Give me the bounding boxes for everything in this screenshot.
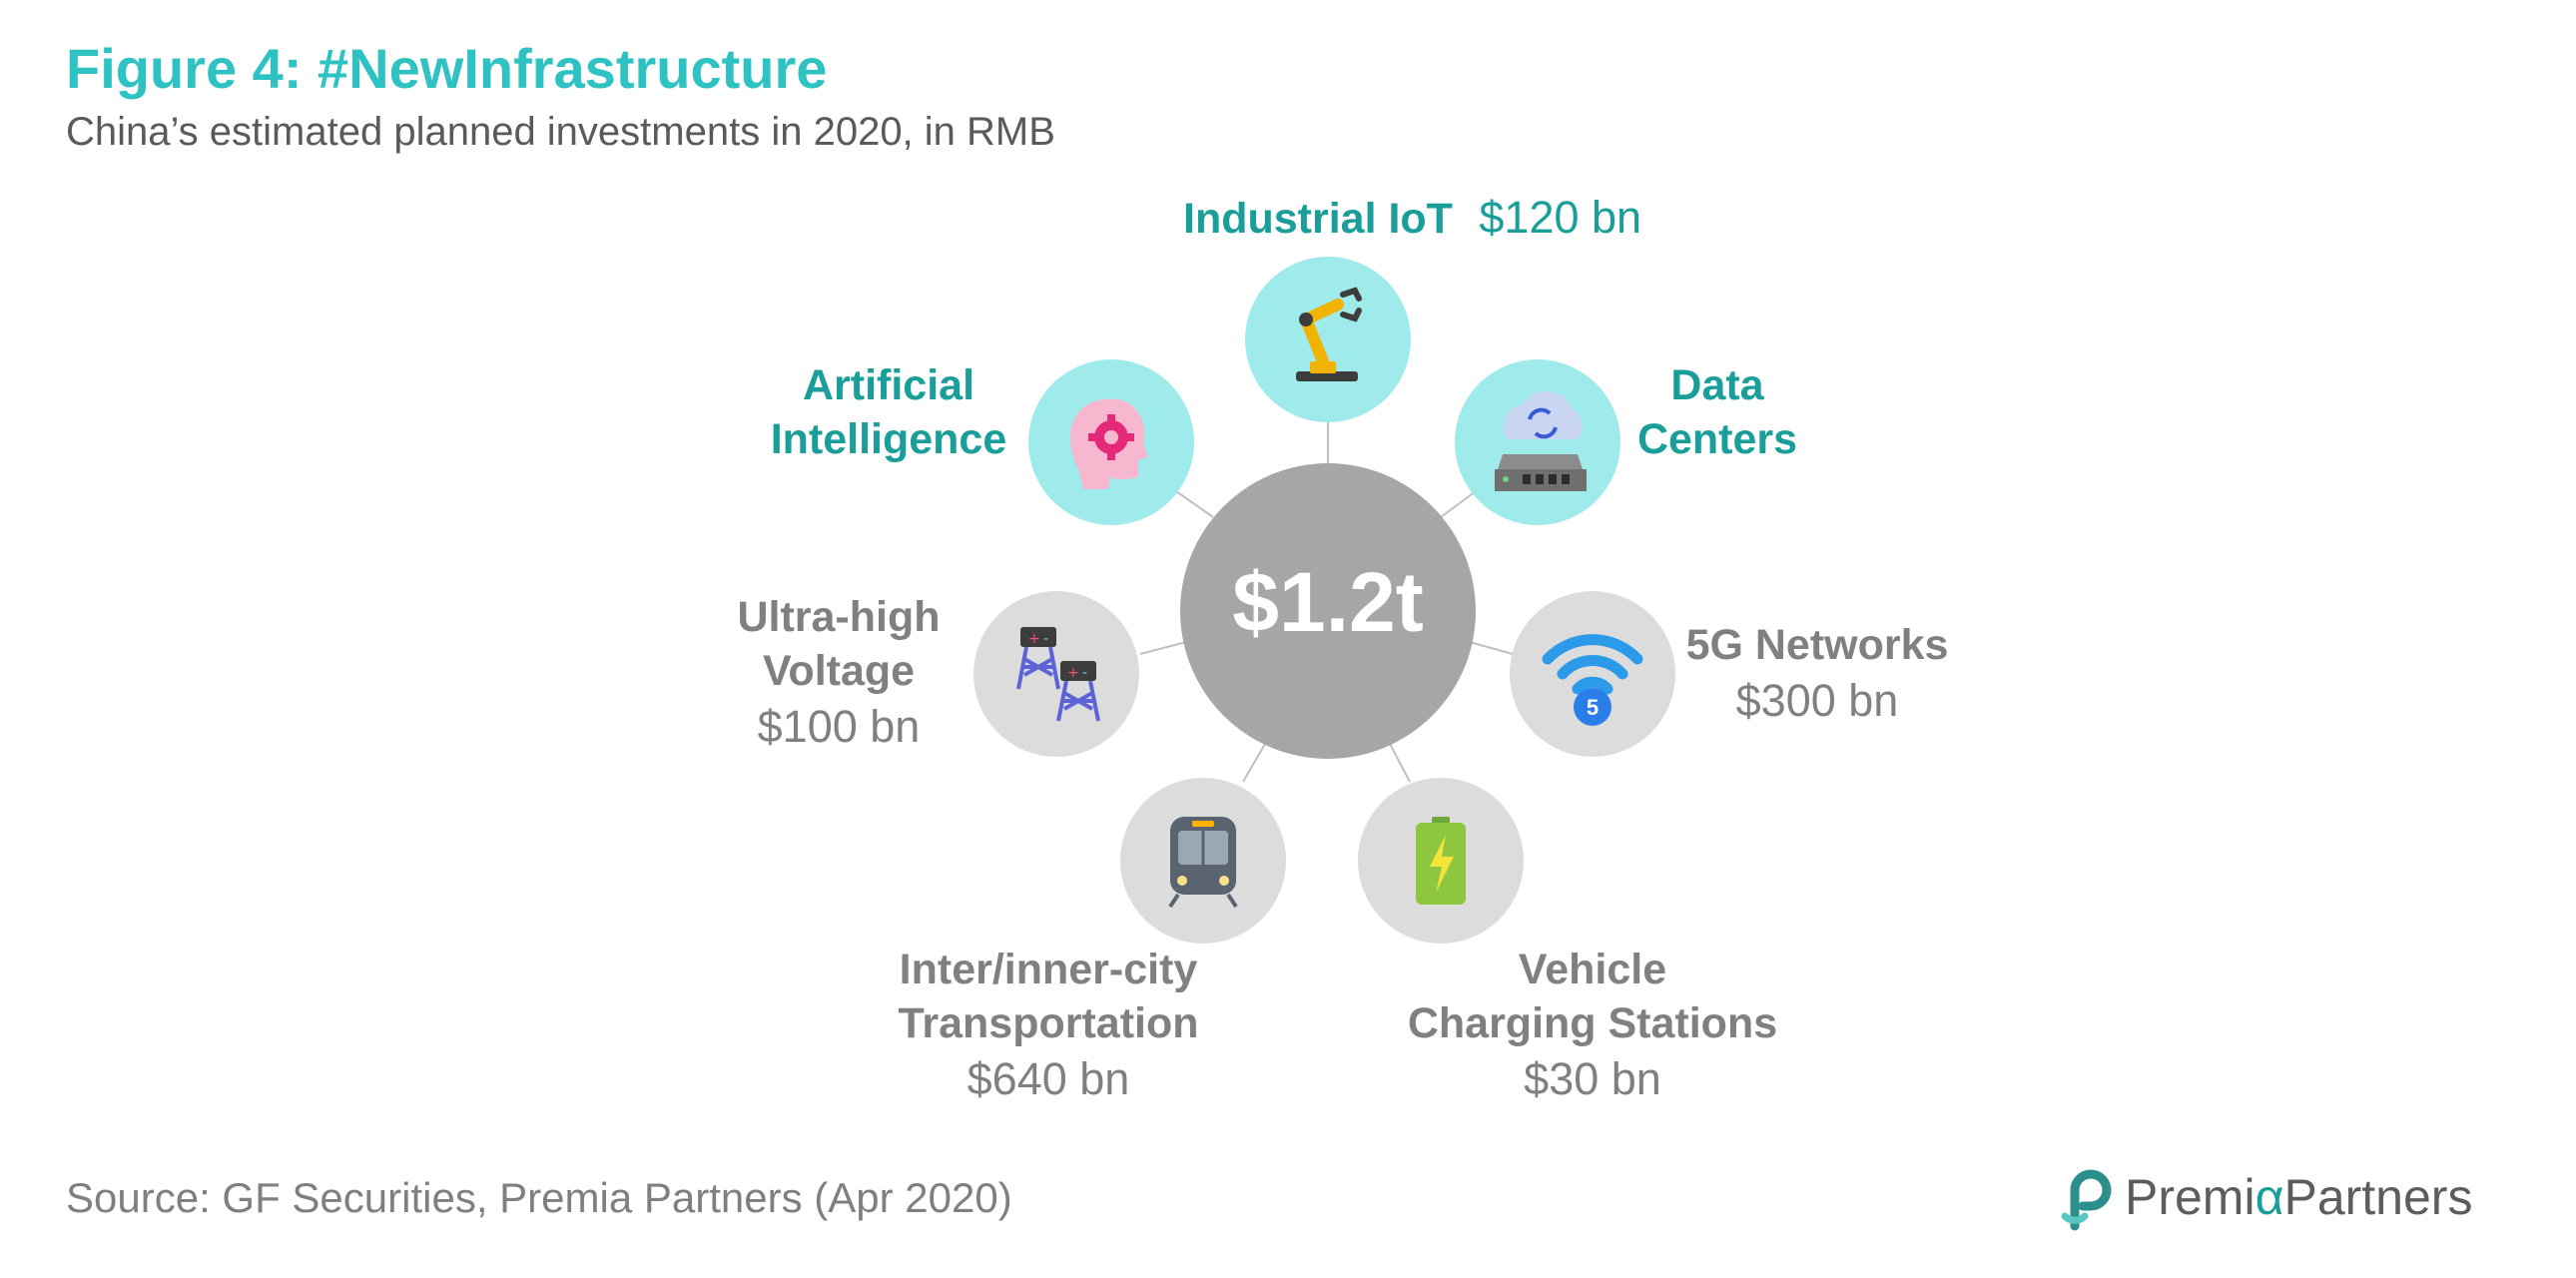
transportation-node	[1120, 778, 1286, 944]
premia-partners-logo-text: PremiαPartners	[2125, 1168, 2472, 1226]
robot-arm-icon	[1296, 287, 1362, 381]
figure-title: Figure 4: #NewInfrastructure	[66, 37, 828, 100]
ultra-high-voltage-amount: $100 bn	[757, 700, 921, 752]
charging-stations-label: Vehicle Charging Stations $30 bn	[1388, 944, 1797, 1107]
data-centers-label: Data Centers	[1617, 359, 1817, 467]
industrial-iot-name: Industrial IoT	[1183, 195, 1453, 243]
svg-text:-: -	[1043, 631, 1048, 647]
industrial-iot-amount: $120 bn	[1479, 192, 1642, 243]
ultra-high-voltage-label: Ultra-high Voltage $100 bn	[699, 591, 978, 755]
battery-charging-icon	[1416, 817, 1466, 905]
svg-text:+: +	[1067, 665, 1079, 681]
source-note: Source: GF Securities, Premia Partners (…	[66, 1174, 1012, 1221]
artificial-intelligence-name-line1: Artificial	[802, 361, 975, 409]
data-centers-node	[1455, 359, 1620, 525]
5g-networks-label: 5G Networks $300 bn	[1667, 619, 1967, 729]
transportation-label: Inter/inner-city Transportation $640 bn	[879, 944, 1218, 1107]
5g-badge	[1574, 688, 1611, 726]
transportation-name-line2: Transportation	[898, 998, 1199, 1047]
center-total-circle	[1180, 463, 1476, 759]
ultra-high-voltage-name-line1: Ultra-high	[737, 593, 941, 641]
industrial-iot-node	[1245, 257, 1411, 422]
logo-text-part1: Premi	[2125, 1169, 2255, 1225]
cloud-server-icon	[1495, 390, 1587, 491]
industrial-iot-label: Industrial IoT $120 bn	[1183, 190, 1641, 247]
data-centers-name-line1: Data	[1670, 361, 1764, 409]
5g-networks-amount: $300 bn	[1735, 674, 1899, 726]
svg-text:5: 5	[1587, 695, 1599, 720]
ultra-high-voltage-node: + - + -	[973, 591, 1139, 757]
premia-logo-icon	[2061, 1169, 2112, 1231]
charging-stations-name-line2: Charging Stations	[1407, 998, 1778, 1047]
logo-text-alpha: α	[2254, 1169, 2284, 1225]
charging-stations-node	[1358, 778, 1524, 944]
artificial-intelligence-label: Artificial Intelligence	[759, 359, 1018, 467]
connector-lines	[1139, 419, 1514, 783]
charging-stations-amount: $30 bn	[1524, 1052, 1661, 1104]
transportation-amount: $640 bn	[966, 1052, 1130, 1104]
charging-stations-name-line1: Vehicle	[1518, 946, 1667, 993]
5g-networks-name: 5G Networks	[1685, 621, 1949, 669]
transportation-name-line1: Inter/inner-city	[899, 946, 1198, 993]
artificial-intelligence-node	[1028, 359, 1194, 525]
svg-text:+: +	[1028, 631, 1040, 647]
brain-gear-icon	[1070, 398, 1148, 489]
artificial-intelligence-name-line2: Intelligence	[770, 414, 1007, 463]
data-centers-name-line2: Centers	[1636, 414, 1798, 463]
ultra-high-voltage-name-line2: Voltage	[762, 646, 916, 695]
center-total-value: $1.2t	[1232, 555, 1424, 649]
wifi-5g-icon	[1542, 634, 1643, 695]
power-tower-icon: + - + -	[1016, 627, 1100, 722]
5g-networks-node: 5	[1510, 591, 1675, 757]
figure-subtitle: China’s estimated planned investments in…	[66, 110, 1055, 154]
train-icon	[1168, 817, 1238, 909]
svg-text:-: -	[1082, 665, 1087, 681]
logo-text-part2: Partners	[2283, 1169, 2473, 1225]
